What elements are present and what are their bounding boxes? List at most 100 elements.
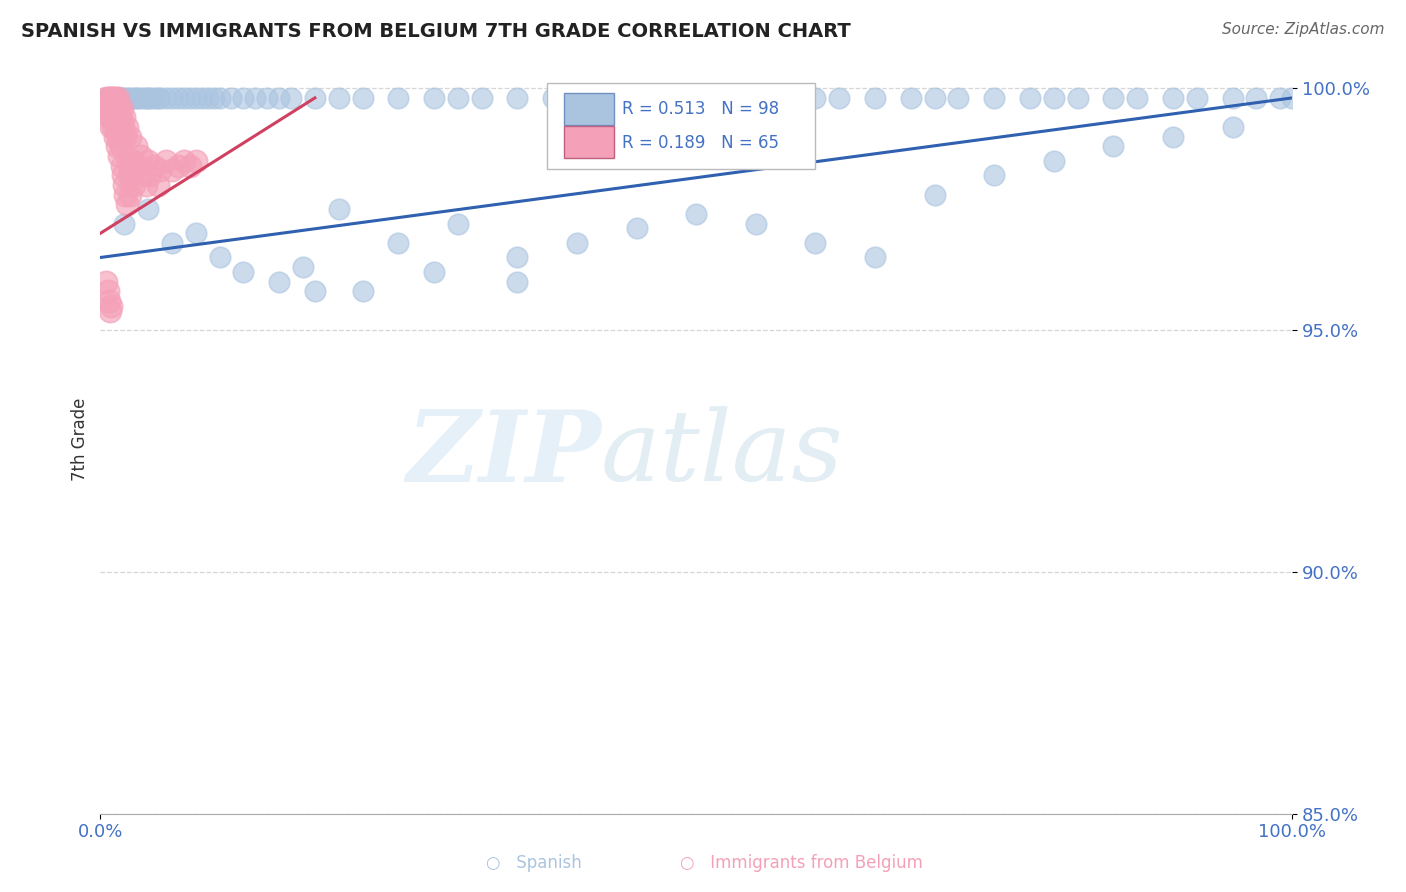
Point [96, 91, 118, 105]
Point [190, 91, 212, 105]
Point [780, 91, 803, 105]
Point [97, 293, 120, 308]
Point [135, 91, 157, 105]
Point [112, 91, 135, 105]
Point [589, 91, 612, 105]
Point [111, 101, 134, 115]
Point [269, 91, 291, 105]
Point [983, 169, 1005, 183]
Point [208, 251, 231, 265]
Point [423, 91, 446, 105]
Point [97, 91, 120, 105]
Point [661, 91, 683, 105]
Point [132, 169, 155, 183]
Point [184, 227, 207, 241]
Point [804, 235, 827, 250]
Point [127, 159, 149, 173]
Point [924, 91, 946, 105]
Point [115, 91, 138, 105]
Point [112, 178, 135, 192]
Point [173, 91, 195, 105]
Point [304, 285, 326, 299]
Point [111, 159, 134, 173]
Point [131, 91, 153, 105]
Point [100, 120, 122, 134]
Point [179, 91, 201, 105]
Point [160, 163, 183, 178]
Point [112, 110, 135, 124]
Point [139, 91, 162, 105]
Point [1102, 91, 1125, 105]
Point [105, 139, 128, 153]
Point [135, 178, 157, 192]
Point [98, 91, 121, 105]
Point [110, 110, 132, 124]
Point [146, 91, 169, 105]
Point [160, 235, 183, 250]
Text: Source: ZipAtlas.com: Source: ZipAtlas.com [1222, 22, 1385, 37]
Point [104, 91, 127, 105]
Point [924, 187, 946, 202]
Point [626, 91, 648, 105]
Point [423, 265, 446, 279]
Point [983, 91, 1005, 105]
Point [114, 187, 136, 202]
Point [291, 260, 314, 275]
Point [1043, 91, 1066, 105]
Point [96, 91, 118, 105]
FancyBboxPatch shape [547, 83, 815, 169]
Point [136, 202, 159, 216]
Point [828, 91, 851, 105]
Point [1066, 91, 1088, 105]
Point [121, 153, 143, 168]
Point [98, 101, 121, 115]
Point [506, 251, 529, 265]
Point [96, 285, 118, 299]
Point [101, 110, 124, 124]
Point [103, 91, 125, 105]
Text: ○   Spanish: ○ Spanish [486, 855, 582, 872]
Text: atlas: atlas [600, 406, 844, 501]
Point [104, 120, 127, 134]
Point [122, 91, 145, 105]
Point [1222, 91, 1244, 105]
Point [104, 101, 127, 115]
Point [118, 169, 141, 183]
Point [256, 91, 278, 105]
Text: ○   Immigrants from Belgium: ○ Immigrants from Belgium [681, 855, 922, 872]
Point [232, 265, 254, 279]
Point [98, 303, 121, 318]
Point [97, 110, 120, 124]
Point [626, 221, 648, 235]
Point [709, 91, 731, 105]
Point [111, 91, 134, 105]
Point [948, 91, 970, 105]
FancyBboxPatch shape [564, 94, 614, 125]
Point [352, 91, 374, 105]
Point [104, 105, 127, 120]
Point [98, 91, 121, 105]
Point [1270, 91, 1292, 105]
Point [447, 217, 470, 231]
Point [107, 110, 129, 124]
Point [120, 187, 142, 202]
Point [125, 91, 148, 105]
Point [120, 129, 142, 144]
Point [900, 91, 922, 105]
Point [863, 91, 886, 105]
Point [745, 91, 768, 105]
Point [120, 91, 142, 105]
Point [685, 207, 707, 221]
Point [804, 91, 827, 105]
Point [112, 217, 135, 231]
Point [136, 91, 159, 105]
Point [745, 217, 768, 231]
Point [101, 101, 124, 115]
Point [328, 91, 350, 105]
Point [122, 178, 145, 192]
Point [100, 299, 122, 313]
Point [565, 235, 588, 250]
Point [387, 235, 409, 250]
Point [107, 91, 129, 105]
Point [115, 120, 138, 134]
